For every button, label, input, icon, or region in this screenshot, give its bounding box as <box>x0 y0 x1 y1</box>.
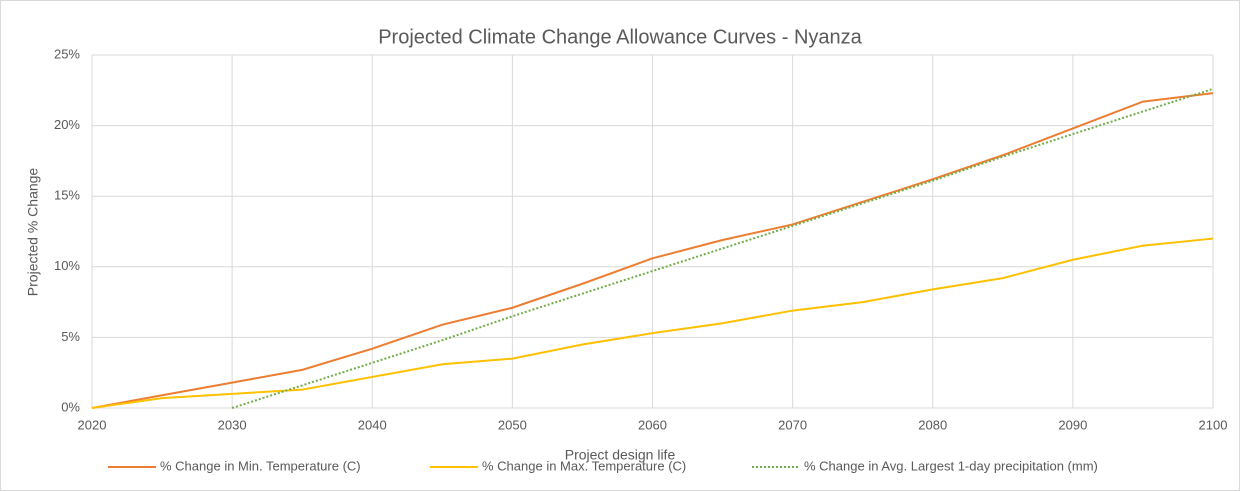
series-line <box>91 237 1214 409</box>
x-tick-label: 2070 <box>778 417 807 432</box>
chart-title: Projected Climate Change Allowance Curve… <box>378 26 862 48</box>
y-tick-label: 10% <box>54 258 80 273</box>
x-tick-label: 2050 <box>498 417 527 432</box>
legend-label: % Change in Min. Temperature (C) <box>160 458 361 473</box>
legend-label: % Change in Avg. Largest 1-day precipita… <box>804 458 1098 473</box>
y-tick-label: 5% <box>61 329 80 344</box>
x-tick-label: 2030 <box>218 417 247 432</box>
x-tick-label: 2080 <box>918 417 947 432</box>
y-tick-label: 20% <box>54 117 80 132</box>
legend-label: % Change in Max. Temperature (C) <box>482 458 686 473</box>
x-tick-label: 2100 <box>1199 417 1228 432</box>
y-tick-label: 0% <box>61 399 80 414</box>
y-tick-label: 15% <box>54 188 80 203</box>
y-tick-label: 25% <box>54 46 80 61</box>
x-tick-label: 2040 <box>358 417 387 432</box>
series-line <box>91 92 1214 409</box>
y-axis-label: Projected % Change <box>25 168 41 297</box>
x-tick-label: 2090 <box>1058 417 1087 432</box>
x-axis-label: Project design life <box>565 447 676 463</box>
x-tick-label: 2020 <box>78 417 107 432</box>
x-tick-label: 2060 <box>638 417 667 432</box>
